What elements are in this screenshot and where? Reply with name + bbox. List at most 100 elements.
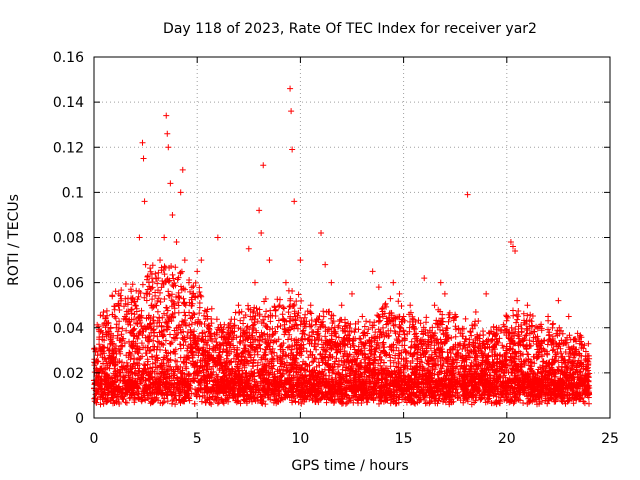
data-point (258, 229, 265, 236)
data-point (142, 261, 149, 268)
data-band-hour (173, 268, 201, 407)
data-point (584, 358, 591, 365)
data-point (400, 313, 407, 320)
x-tick-label: 5 (193, 431, 202, 447)
data-point (503, 313, 510, 320)
data-point (101, 320, 108, 327)
data-point (507, 239, 514, 246)
data-marks (93, 85, 591, 372)
data-band-hour (524, 311, 552, 408)
data-point (555, 297, 562, 304)
y-tick-label: 0.02 (53, 366, 84, 382)
data-point (288, 108, 295, 115)
data-band-hour (462, 315, 490, 408)
data-band-hour (400, 302, 428, 407)
data-point (297, 257, 304, 264)
data-point (164, 130, 171, 137)
data-band-hour (380, 295, 407, 407)
data-point (452, 313, 459, 320)
data-point (107, 336, 114, 343)
data-point (514, 297, 521, 304)
data-band-hour (214, 309, 242, 407)
data-point (121, 313, 128, 320)
data-point (318, 229, 325, 236)
data-point (509, 243, 516, 250)
data-point (524, 302, 531, 309)
data-point (493, 324, 500, 331)
data-point (576, 336, 583, 343)
data-point (144, 290, 151, 297)
data-point (462, 336, 469, 343)
x-axis-label: GPS time / hours (291, 458, 408, 474)
data-point (437, 279, 444, 286)
data-point (235, 302, 242, 309)
data-point (421, 275, 428, 282)
y-tick-label: 0.12 (53, 140, 84, 156)
y-axis-label: ROTI / TECUs (6, 194, 22, 286)
data-point (291, 198, 298, 205)
data-point (141, 198, 148, 205)
data-point (410, 324, 417, 331)
data-point (179, 166, 186, 173)
data-point (163, 112, 170, 119)
data-point (251, 279, 258, 286)
data-point (534, 324, 541, 331)
data-point (214, 234, 221, 241)
data-point (322, 261, 329, 268)
data-point (307, 302, 314, 309)
data-point (512, 248, 519, 255)
x-tick-label: 20 (498, 431, 516, 447)
data-point (225, 324, 232, 331)
y-tick-label: 0 (75, 411, 84, 427)
data-point (165, 144, 172, 151)
data-point (167, 180, 174, 187)
data-point (260, 162, 267, 169)
data-band-hour (545, 320, 572, 407)
data-point (338, 302, 345, 309)
data-point (328, 279, 335, 286)
chart-title: Day 118 of 2023, Rate Of TEC Index for r… (163, 21, 537, 37)
data-point (565, 313, 572, 320)
data-point (198, 257, 205, 264)
data-band-hour (503, 307, 531, 407)
data-point (128, 329, 135, 336)
data-band-hour (276, 287, 304, 406)
x-tick-label: 0 (90, 431, 99, 447)
data-point (431, 302, 438, 309)
data-point (169, 211, 176, 218)
y-tick-label: 0.14 (53, 95, 84, 111)
data-point (136, 234, 143, 241)
data-point (157, 257, 164, 264)
data-point (139, 139, 146, 146)
data-point (132, 302, 139, 309)
data-point (390, 279, 397, 286)
data-point (177, 189, 184, 196)
data-point (204, 313, 211, 320)
x-axis-ticks: 0 5 10 15 20 25 (90, 57, 619, 447)
data-point (190, 290, 197, 297)
data-point (173, 239, 180, 246)
data-point (111, 306, 118, 313)
y-tick-label: 0.04 (53, 321, 84, 337)
data-point (161, 234, 168, 241)
data-point (359, 313, 366, 320)
data-band-hour (132, 262, 159, 407)
y-tick-label: 0.1 (62, 185, 84, 201)
data-point (152, 275, 159, 282)
data-point (287, 85, 294, 92)
data-band-hour (235, 302, 263, 407)
data-point (545, 313, 552, 320)
data-point (464, 191, 471, 198)
data-point (369, 268, 376, 275)
data-point (472, 308, 479, 315)
data-band-hour (256, 295, 283, 408)
data-point (396, 290, 403, 297)
y-tick-label: 0.08 (53, 231, 84, 247)
data-band-hour (297, 297, 324, 407)
data-point (349, 290, 355, 297)
data-band-hour (338, 316, 366, 407)
data-point (289, 146, 296, 153)
data-point (194, 268, 201, 275)
y-tick-label: 0.06 (53, 276, 84, 292)
